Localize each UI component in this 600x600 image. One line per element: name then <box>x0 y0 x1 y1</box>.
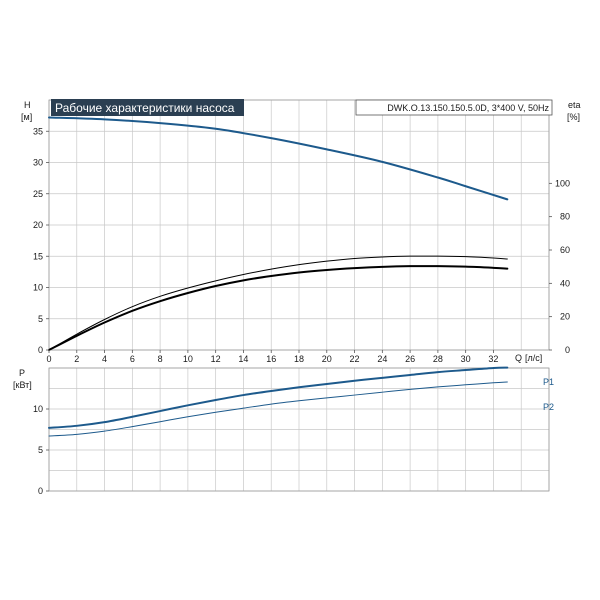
series-eta-lower-line <box>48 265 509 351</box>
power-y-tick-label: 10 <box>33 404 43 414</box>
y-right-tick-label: 100 <box>555 178 570 188</box>
x-tick-label: 2 <box>74 354 79 364</box>
y-right-tick-label: 60 <box>560 245 570 255</box>
x-tick-label: 26 <box>405 354 415 364</box>
x-tick-label: 16 <box>266 354 276 364</box>
power-y-unit: [кВт] <box>13 380 32 390</box>
y-left-tick-label: 15 <box>33 251 43 261</box>
x-tick-label: 20 <box>322 354 332 364</box>
x-tick-label: 0 <box>46 354 51 364</box>
y-left-tick-label: 0 <box>38 345 43 355</box>
series-label-p2: P2 <box>543 402 554 412</box>
x-axis-unit: [л/с] <box>525 353 542 363</box>
y-left-unit: [м] <box>21 112 32 122</box>
x-tick-label: 6 <box>130 354 135 364</box>
y-left-label: H <box>24 100 31 110</box>
y-left-tick-label: 10 <box>33 283 43 293</box>
x-tick-label: 4 <box>102 354 107 364</box>
chart-title-background <box>51 99 244 116</box>
x-tick-label: 14 <box>238 354 248 364</box>
series-p2-line <box>48 381 508 437</box>
x-tick-label: 32 <box>488 354 498 364</box>
y-right-unit: [%] <box>567 112 580 122</box>
power-y-tick-label: 0 <box>38 486 43 496</box>
top-plot-series <box>48 116 509 351</box>
x-tick-label: 24 <box>377 354 387 364</box>
x-tick-label: 18 <box>294 354 304 364</box>
x-tick-label: 30 <box>461 354 471 364</box>
y-right-tick-label: 20 <box>560 312 570 322</box>
x-tick-label: 28 <box>433 354 443 364</box>
series-h-line <box>48 116 509 201</box>
x-tick-label: 22 <box>350 354 360 364</box>
y-left-tick-label: 25 <box>33 189 43 199</box>
model-label-box <box>355 99 553 116</box>
chart-title: Рабочие характеристики насоса <box>55 101 235 115</box>
y-right-tick-label: 80 <box>560 212 570 222</box>
power-y-label: P <box>19 368 25 378</box>
x-tick-label: 8 <box>158 354 163 364</box>
y-right-label: eta <box>568 100 581 110</box>
series-eta-upper-line <box>48 255 508 351</box>
y-left-tick-label: 35 <box>33 126 43 136</box>
bottom-plot-frame <box>48 367 550 492</box>
series-p1-line <box>48 366 509 429</box>
y-left-tick-label: 30 <box>33 158 43 168</box>
axis-ticks: 0 2 4 6 8 10 12 14 16 18 20 22 24 26 28 30 3205101520253… <box>33 126 570 496</box>
model-label: DWK.O.13.150.150.5.0D, 3*400 V, 50Hz <box>387 103 549 113</box>
x-axis-label: Q <box>515 353 522 363</box>
series-label-p1: P1 <box>543 377 554 387</box>
y-left-tick-label: 5 <box>38 314 43 324</box>
y-right-tick-label: 0 <box>565 345 570 355</box>
top-plot-grid <box>48 99 550 351</box>
bottom-plot-series <box>48 366 509 437</box>
x-tick-label: 12 <box>211 354 221 364</box>
power-y-tick-label: 5 <box>38 445 43 455</box>
y-left-tick-label: 20 <box>33 220 43 230</box>
y-right-tick-label: 40 <box>560 278 570 288</box>
x-tick-label: 10 <box>183 354 193 364</box>
